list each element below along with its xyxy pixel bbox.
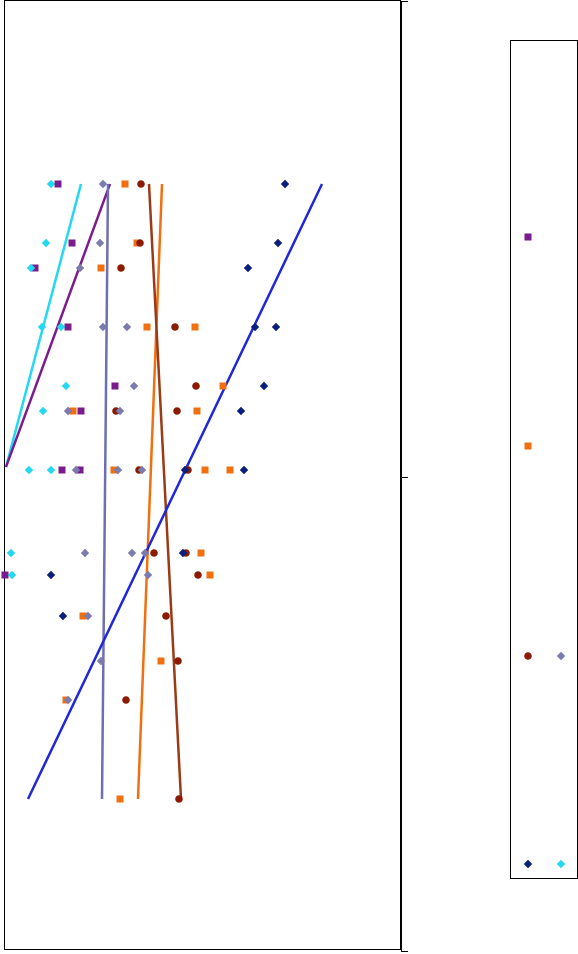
trendline-6 (26, 183, 324, 800)
data-point-series-4 (140, 548, 150, 558)
data-point-series-5 (178, 548, 188, 558)
data-point-series-5 (46, 570, 56, 580)
data-point-series-5 (58, 611, 68, 621)
data-point-series-4 (98, 322, 108, 332)
data-point-series-3 (150, 549, 158, 557)
data-point-series-1 (54, 180, 62, 188)
data-point-series-4 (63, 406, 73, 416)
data-point-series-4 (75, 263, 85, 273)
data-point-series-4 (71, 465, 81, 475)
data-point-series-4 (95, 238, 105, 248)
data-point-series-2 (197, 549, 205, 557)
data-point-series-3 (136, 239, 144, 247)
legend-marker-3 (524, 652, 532, 660)
data-point-series-6 (38, 406, 48, 416)
data-point-series-4 (98, 179, 108, 189)
data-point-series-1 (1, 571, 9, 579)
data-point-series-2 (201, 466, 209, 474)
data-point-series-5 (239, 465, 249, 475)
plot-frame (4, 0, 401, 950)
plot-area (4, 0, 401, 950)
data-point-series-6 (37, 322, 47, 332)
data-point-series-5 (236, 406, 246, 416)
data-point-series-2 (143, 323, 151, 331)
legend-marker-4 (556, 859, 566, 869)
data-point-series-4 (96, 656, 106, 666)
data-point-series-3 (174, 657, 182, 665)
data-point-series-2 (157, 657, 165, 665)
data-point-series-3 (122, 696, 130, 704)
data-point-series-5 (271, 322, 281, 332)
data-point-series-5 (259, 381, 269, 391)
data-point-series-2 (206, 571, 214, 579)
trendline-3 (100, 183, 110, 800)
data-point-series-2 (121, 180, 129, 188)
trendline-4 (136, 183, 164, 800)
data-point-series-4 (143, 570, 153, 580)
data-point-series-3 (175, 795, 183, 803)
data-point-series-2 (191, 323, 199, 331)
data-point-series-1 (111, 382, 119, 390)
data-point-series-5 (180, 465, 190, 475)
data-point-series-2 (219, 382, 227, 390)
data-point-series-6 (46, 179, 56, 189)
data-point-series-6 (7, 570, 17, 580)
data-point-series-4 (122, 322, 132, 332)
data-point-series-2 (226, 466, 234, 474)
data-point-series-4 (80, 548, 90, 558)
data-point-series-5 (280, 179, 290, 189)
data-point-series-3 (194, 571, 202, 579)
data-point-series-4 (127, 548, 137, 558)
data-point-series-5 (243, 263, 253, 273)
data-point-series-5 (273, 238, 283, 248)
data-point-series-2 (116, 795, 124, 803)
data-point-series-6 (41, 238, 51, 248)
data-point-series-1 (64, 323, 72, 331)
data-point-series-3 (171, 323, 179, 331)
legend-box (510, 40, 578, 879)
trendline-5 (147, 183, 183, 800)
data-point-series-3 (173, 407, 181, 415)
data-point-series-2 (69, 407, 77, 415)
legend-marker-4 (523, 859, 533, 869)
data-point-series-4 (63, 695, 73, 705)
data-point-series-6 (6, 548, 16, 558)
data-point-series-2 (193, 407, 201, 415)
data-point-series-6 (24, 465, 34, 475)
data-point-series-6 (56, 322, 66, 332)
trendline-2 (4, 183, 112, 468)
legend-marker-2 (524, 442, 532, 450)
legend-marker-3 (556, 651, 566, 661)
data-point-series-1 (68, 239, 76, 247)
legend-marker-1 (524, 233, 532, 241)
data-point-series-3 (137, 180, 145, 188)
data-point-series-6 (46, 465, 56, 475)
data-point-series-1 (77, 407, 85, 415)
data-point-series-6 (26, 263, 36, 273)
data-point-series-3 (192, 382, 200, 390)
data-points (1, 179, 290, 803)
data-point-series-1 (58, 466, 66, 474)
data-point-series-6 (61, 381, 71, 391)
data-point-series-4 (137, 465, 147, 475)
data-point-series-2 (79, 612, 87, 620)
right-axis (401, 1, 408, 952)
data-point-series-4 (129, 381, 139, 391)
data-point-series-4 (83, 611, 93, 621)
data-point-series-3 (117, 264, 125, 272)
data-point-series-4 (115, 406, 125, 416)
data-point-series-5 (250, 322, 260, 332)
data-point-series-2 (97, 264, 105, 272)
data-point-series-3 (162, 612, 170, 620)
legend (510, 40, 578, 879)
data-point-series-4 (113, 465, 123, 475)
